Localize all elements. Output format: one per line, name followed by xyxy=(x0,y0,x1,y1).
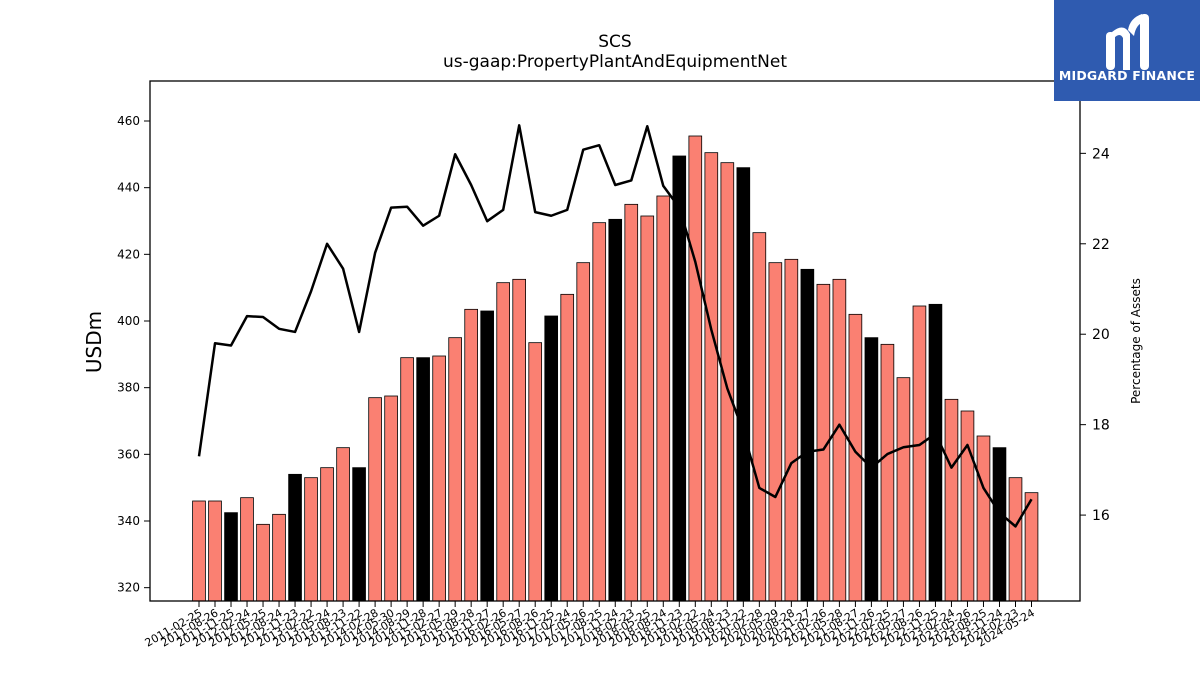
bar xyxy=(256,523,270,602)
bar xyxy=(1008,477,1023,602)
bar xyxy=(304,477,318,602)
bar xyxy=(736,167,751,602)
right-axis-ticks: 16 18 20 22 24 xyxy=(1080,146,1110,524)
bar xyxy=(912,305,927,602)
bar xyxy=(928,303,943,602)
bar xyxy=(240,497,254,602)
bar xyxy=(384,395,398,602)
bar xyxy=(608,218,623,602)
bar xyxy=(992,447,1007,602)
brand-logo: MIDGARD FINANCE xyxy=(1054,0,1200,101)
chart-subtitle: us-gaap:PropertyPlantAndEquipmentNet xyxy=(443,52,787,72)
bar xyxy=(496,282,510,602)
bar xyxy=(272,513,286,602)
y-tick-label: 340 xyxy=(117,514,140,528)
bar xyxy=(464,308,478,602)
bar xyxy=(704,152,719,602)
bar xyxy=(752,232,767,602)
bar xyxy=(896,377,911,602)
bar xyxy=(192,500,206,602)
logo-mark-icon xyxy=(1106,14,1149,70)
bar xyxy=(592,222,607,602)
bar xyxy=(400,357,414,602)
bar xyxy=(640,215,655,602)
bar xyxy=(512,278,526,602)
bar xyxy=(448,337,462,602)
bar xyxy=(320,467,334,602)
bar xyxy=(336,447,350,602)
bar xyxy=(768,262,783,602)
bar xyxy=(528,342,543,602)
bar xyxy=(544,315,559,602)
percentage-line xyxy=(197,124,1033,528)
x-axis-ticks: 2011-02-252011-08-262011-11-252012-02-24… xyxy=(143,601,1037,650)
y2-tick-label: 20 xyxy=(1092,327,1110,343)
y2-tick-label: 22 xyxy=(1092,237,1110,253)
bar xyxy=(880,343,895,602)
y2-tick-label: 16 xyxy=(1092,508,1110,524)
y2-axis-label: Percentage of Assets xyxy=(1129,278,1143,404)
bar xyxy=(656,195,671,602)
bar xyxy=(352,467,366,602)
y-axis-label: USDm xyxy=(82,310,106,374)
y-tick-label: 320 xyxy=(117,581,140,595)
bar xyxy=(864,337,879,602)
bar xyxy=(720,162,735,602)
bar xyxy=(688,135,703,602)
bar xyxy=(976,435,991,602)
y2-tick-label: 18 xyxy=(1092,418,1110,434)
bar xyxy=(624,203,639,602)
y-tick-label: 440 xyxy=(117,181,140,195)
bar xyxy=(416,357,430,602)
bar xyxy=(800,268,815,602)
bar xyxy=(832,278,847,602)
y-tick-label: 460 xyxy=(117,114,140,128)
bar xyxy=(784,258,799,602)
chart-title: SCS xyxy=(598,32,632,52)
y2-tick-label: 24 xyxy=(1092,146,1110,162)
bar xyxy=(368,397,382,602)
y-tick-label: 380 xyxy=(117,381,140,395)
bar xyxy=(224,512,238,602)
bar xyxy=(560,293,575,602)
bar xyxy=(480,310,494,602)
left-axis-ticks: 320 340 360 380 400 420 440 460 xyxy=(117,114,150,595)
bar xyxy=(208,500,222,602)
bar xyxy=(576,262,591,602)
bar xyxy=(960,410,975,602)
bar-series xyxy=(192,135,1039,602)
y-tick-label: 360 xyxy=(117,447,140,461)
bar xyxy=(432,355,446,602)
brand-name: MIDGARD FINANCE xyxy=(1058,68,1196,83)
bar xyxy=(944,398,959,602)
y-tick-label: 420 xyxy=(117,247,140,261)
y-tick-label: 400 xyxy=(117,314,140,328)
bar xyxy=(288,473,302,602)
